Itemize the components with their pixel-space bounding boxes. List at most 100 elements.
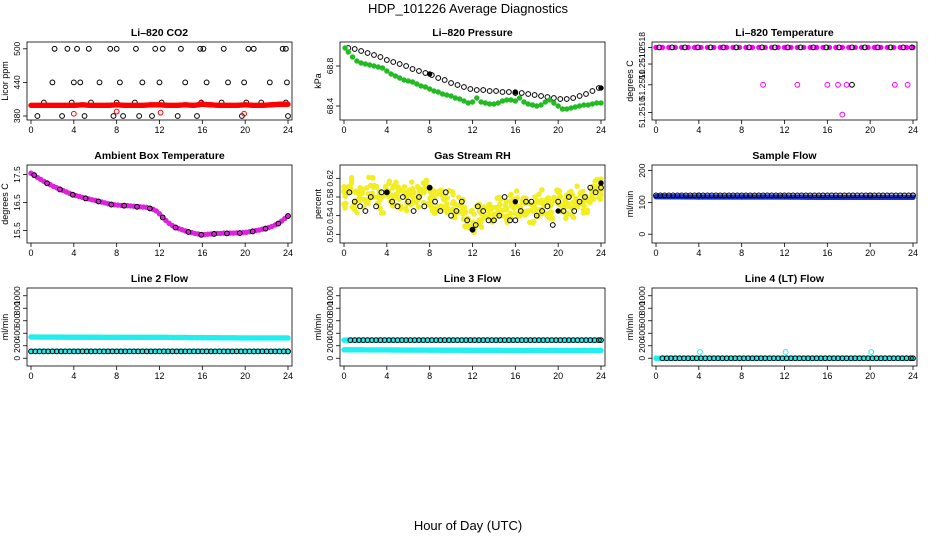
point-black [899,355,906,362]
point-black [262,225,269,232]
point-black [661,192,668,199]
point-black [88,348,94,355]
x-tick-label: 8 [427,371,432,381]
point-black [523,198,529,205]
x-tick-label: 0 [341,371,346,381]
point-open [197,45,204,52]
point-black [285,213,291,219]
y-tick-label: 1000 [637,286,647,305]
y-tick-label: 68.8 [325,57,335,74]
y-tick-label: 1000 [325,286,335,305]
point-black [31,172,38,179]
point-black [208,348,214,355]
point-black [880,192,886,199]
point-black [668,355,674,362]
point-black-open [849,81,855,88]
point-green [392,73,399,79]
x-tick-label: 4 [71,371,76,381]
point-open [194,113,200,119]
x-tick-label: 4 [384,371,389,381]
point-black [82,195,89,202]
y-tick-label: 200 [12,338,22,352]
point-black [852,355,859,362]
point-yellow [444,195,450,201]
point-black [528,198,535,205]
x-tick-label: 12 [467,248,477,258]
point-black [781,192,788,199]
point-yellow [574,183,580,189]
point-yellow [416,188,423,195]
point-black [364,337,371,344]
point-open [480,87,487,93]
point-green [388,71,394,77]
y-axis-label: ml/min [313,314,323,341]
point-open [139,79,146,86]
point-black [685,355,692,362]
point-yellow [536,191,542,197]
point-black [721,192,728,199]
point-yellow [410,194,416,200]
y-tick-label: 16.5 [12,194,22,211]
point-open [416,68,422,74]
point-black [770,355,777,362]
point-black [488,337,495,344]
x-tick-label: 12 [467,125,477,135]
point-red-open [157,109,164,116]
point-open [282,45,289,52]
point-black [587,184,594,191]
point-open [107,45,114,52]
point-black [698,355,704,362]
point-black-open-top [900,44,907,51]
point-black [148,348,154,355]
point-open [116,79,123,86]
data-points [341,174,604,236]
point-black [783,355,790,362]
y-axis-label: percent [313,188,323,219]
point-open [454,82,461,88]
x-tick-label: 16 [822,125,832,135]
point-black-filled [512,198,519,205]
point-black [199,348,206,355]
point-black [405,198,412,205]
point-red-open [241,110,248,117]
y-tick-label: 200 [637,163,647,177]
point-yellow [496,194,502,201]
point-black [689,355,696,362]
point-black [421,203,428,210]
x-tick-label: 0 [653,125,658,135]
data-points [28,170,291,238]
point-black [818,355,824,362]
point-black [854,192,861,199]
point-black [474,203,481,210]
point-black [109,348,116,355]
point-yellow [360,196,366,202]
point-open [174,113,181,119]
point-yellow [360,186,367,192]
x-tick-label: 24 [283,371,293,381]
point-black [674,192,681,199]
point-black [36,348,43,355]
point-black [79,348,86,355]
point-black [598,337,604,344]
point-green [598,100,604,106]
point-green [469,99,476,105]
point-open [266,79,273,86]
point-magenta-open [824,81,831,88]
point-yellow [592,178,598,184]
point-black [195,348,201,355]
point-black [860,355,867,362]
point-yellow [580,210,587,216]
point-black [113,348,120,355]
point-black [493,337,499,344]
point-green [354,58,360,64]
point-red-open [113,108,120,115]
point-black [411,337,418,344]
point-open [225,79,231,86]
point-open [77,79,84,86]
x-tick-label: 0 [28,371,33,381]
point-yellow [584,198,591,204]
point-open [51,45,58,52]
point-black [356,337,362,344]
point-black [420,337,427,344]
point-black [745,355,751,362]
